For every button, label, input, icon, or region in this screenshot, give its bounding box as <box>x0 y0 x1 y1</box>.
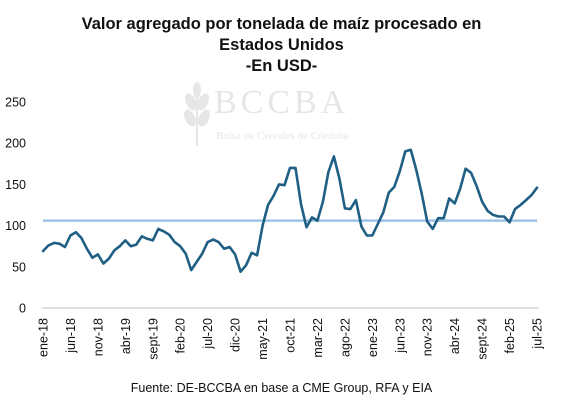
x-tick-label: ago-22 <box>338 318 352 357</box>
chart-title-line-3: -En USD- <box>245 57 318 75</box>
x-tick-label: ene-18 <box>37 318 51 357</box>
x-tick-label: sept-19 <box>146 318 160 360</box>
x-axis: ene-18 jun-18 nov-18 abr-19 sept-19 feb-20 jul… <box>37 318 545 360</box>
x-tick-label: jul-25 <box>531 318 545 350</box>
x-tick-label: ene-23 <box>366 318 380 357</box>
source-note: Fuente: DE-BCCBA en base a CME Group, RF… <box>130 381 433 395</box>
x-tick-label: jun-18 <box>64 318 78 354</box>
x-tick-label: may-21 <box>256 318 270 360</box>
series-line <box>41 148 539 274</box>
y-tick-label: 250 <box>5 96 26 110</box>
y-tick-label: 200 <box>5 137 26 151</box>
chart-title-line-1: Valor agregado por tonelada de maíz proc… <box>81 15 482 33</box>
x-tick-label: oct-21 <box>284 318 298 353</box>
x-tick-label: feb-25 <box>503 318 517 353</box>
y-tick-label: 100 <box>5 219 26 233</box>
y-tick-label: 150 <box>5 178 26 192</box>
x-tick-label: abr-19 <box>119 318 133 354</box>
y-axis: 0 50 100 150 200 250 <box>5 96 26 316</box>
chart-title: Valor agregado por tonelada de maíz proc… <box>0 14 563 77</box>
x-tick-label: nov-23 <box>421 318 435 356</box>
wheat-icon <box>184 82 210 146</box>
x-tick-label: mar-22 <box>311 318 325 358</box>
x-tick-label: abr-24 <box>448 318 462 354</box>
x-tick-label: dic-20 <box>229 318 243 352</box>
x-tick-label: sept-24 <box>476 318 490 360</box>
watermark-subtitle: Bolsa de Cereales de Córdoba <box>216 130 349 142</box>
x-tick-label: feb-20 <box>174 318 188 353</box>
y-tick-label: 50 <box>12 260 26 274</box>
watermark-name: BCCBA <box>214 84 350 121</box>
x-tick-label: jul-20 <box>201 318 215 350</box>
chart-title-line-2: Estados Unidos <box>219 36 344 54</box>
bccba-watermark: BCCBA Bolsa de Cereales de Córdoba <box>180 82 380 152</box>
x-tick-label: nov-18 <box>91 318 105 356</box>
x-tick-label: jun-23 <box>393 318 407 354</box>
y-tick-label: 0 <box>19 302 26 316</box>
